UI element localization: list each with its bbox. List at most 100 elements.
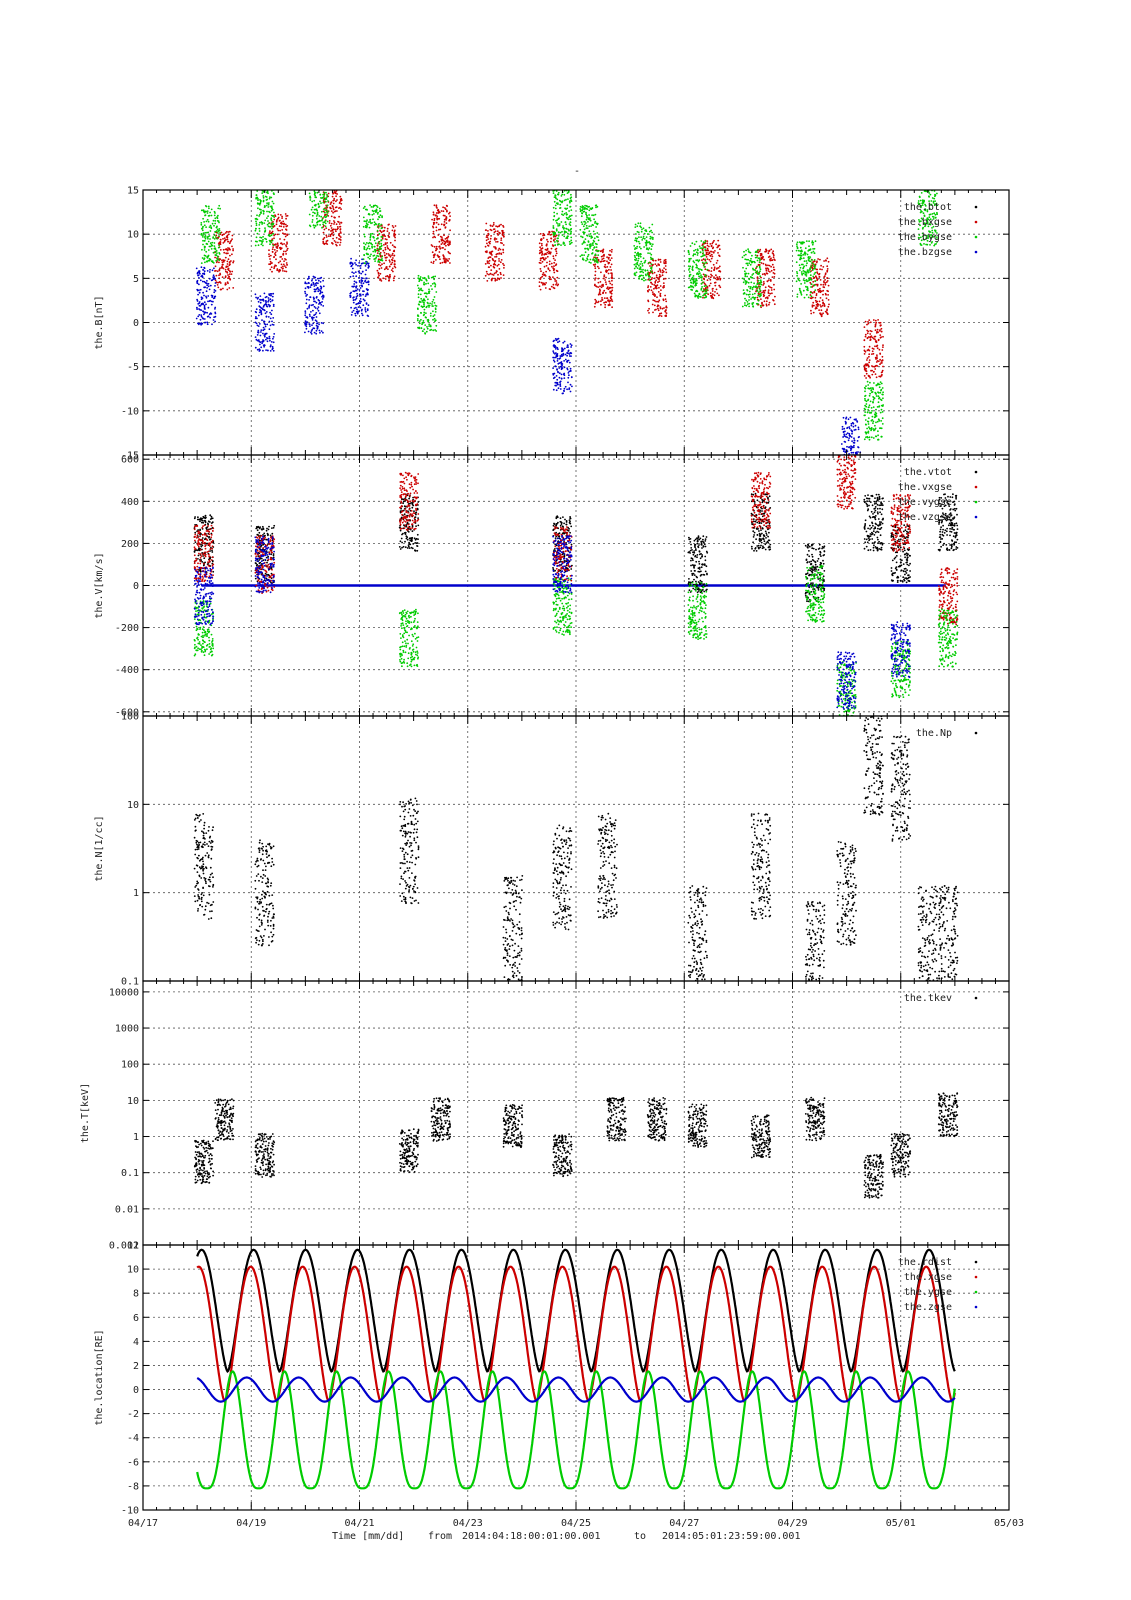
data-point bbox=[426, 301, 429, 304]
data-point bbox=[797, 277, 799, 280]
data-point bbox=[656, 305, 659, 308]
data-point bbox=[214, 220, 217, 222]
data-point bbox=[198, 270, 201, 272]
data-point bbox=[446, 236, 449, 239]
data-point bbox=[350, 291, 352, 294]
data-point bbox=[772, 256, 775, 259]
data-point bbox=[707, 253, 709, 256]
data-point bbox=[704, 258, 707, 261]
data-point bbox=[326, 204, 329, 207]
data-point bbox=[338, 223, 341, 225]
data-point bbox=[566, 236, 568, 239]
data-point bbox=[556, 353, 559, 355]
data-point bbox=[714, 250, 716, 252]
data-point bbox=[802, 267, 804, 270]
data-point bbox=[864, 335, 867, 338]
data-point bbox=[702, 277, 705, 280]
data-point bbox=[447, 244, 450, 247]
data-point bbox=[581, 223, 584, 226]
data-point bbox=[702, 296, 704, 299]
data-point bbox=[809, 274, 812, 277]
data-point bbox=[802, 241, 804, 244]
data-point bbox=[561, 364, 563, 367]
data-point bbox=[316, 217, 318, 220]
data-point bbox=[361, 284, 363, 287]
data-point bbox=[564, 221, 567, 223]
data-point bbox=[559, 388, 562, 390]
data-point bbox=[657, 270, 660, 273]
data-point bbox=[864, 411, 867, 413]
data-point bbox=[256, 218, 259, 221]
data-point bbox=[874, 368, 877, 370]
data-point bbox=[217, 246, 220, 249]
data-point bbox=[822, 283, 825, 286]
data-point bbox=[204, 234, 207, 237]
data-point bbox=[308, 313, 311, 316]
data-point bbox=[875, 364, 878, 367]
data-point bbox=[213, 242, 216, 244]
data-point bbox=[316, 322, 318, 325]
data-point bbox=[594, 274, 597, 277]
data-point bbox=[606, 269, 609, 272]
data-point bbox=[927, 218, 930, 221]
data-point bbox=[662, 286, 664, 288]
data-point bbox=[326, 193, 328, 196]
data-point bbox=[743, 270, 746, 273]
data-point bbox=[384, 238, 387, 240]
data-point bbox=[608, 300, 611, 303]
data-point bbox=[203, 270, 206, 273]
data-point bbox=[314, 204, 317, 207]
data-point bbox=[265, 301, 267, 304]
data-point bbox=[208, 271, 211, 273]
data-point bbox=[324, 242, 326, 245]
data-point bbox=[932, 202, 935, 204]
data-point bbox=[205, 210, 208, 213]
data-point bbox=[876, 344, 879, 347]
data-point bbox=[708, 259, 711, 261]
data-point bbox=[377, 241, 380, 243]
data-point bbox=[880, 435, 883, 438]
data-point bbox=[386, 242, 389, 244]
data-point bbox=[329, 203, 332, 206]
data-point bbox=[822, 312, 824, 315]
data-point bbox=[443, 221, 446, 223]
data-point bbox=[761, 291, 763, 294]
data-point bbox=[645, 244, 648, 247]
data-point bbox=[487, 230, 489, 232]
data-point bbox=[332, 237, 334, 240]
data-point bbox=[869, 400, 872, 403]
data-point bbox=[928, 192, 931, 194]
data-point bbox=[316, 191, 319, 194]
data-point bbox=[817, 303, 820, 306]
data-point bbox=[270, 341, 273, 343]
data-point bbox=[488, 273, 490, 276]
data-point bbox=[661, 271, 664, 274]
data-point bbox=[311, 206, 314, 209]
data-point bbox=[867, 417, 870, 419]
data-point bbox=[331, 195, 334, 198]
data-point bbox=[311, 279, 313, 282]
data-point bbox=[706, 249, 708, 252]
data-point bbox=[560, 377, 563, 380]
data-point bbox=[538, 261, 541, 264]
data-point bbox=[326, 182, 328, 184]
data-point bbox=[394, 236, 396, 239]
data-point bbox=[692, 253, 695, 256]
data-point bbox=[496, 279, 498, 281]
data-point bbox=[212, 219, 215, 222]
data-point bbox=[219, 231, 222, 234]
data-point bbox=[261, 340, 264, 343]
data-point bbox=[759, 258, 761, 261]
data-point bbox=[273, 256, 275, 259]
data-point bbox=[928, 195, 930, 198]
data-point bbox=[920, 210, 922, 212]
data-point bbox=[209, 230, 212, 232]
data-point bbox=[769, 292, 772, 295]
data-point bbox=[232, 249, 235, 252]
data-point bbox=[715, 243, 717, 246]
data-point bbox=[869, 381, 871, 384]
data-point bbox=[697, 267, 700, 270]
data-point bbox=[364, 273, 367, 276]
data-point bbox=[878, 330, 881, 332]
data-point bbox=[564, 207, 566, 210]
